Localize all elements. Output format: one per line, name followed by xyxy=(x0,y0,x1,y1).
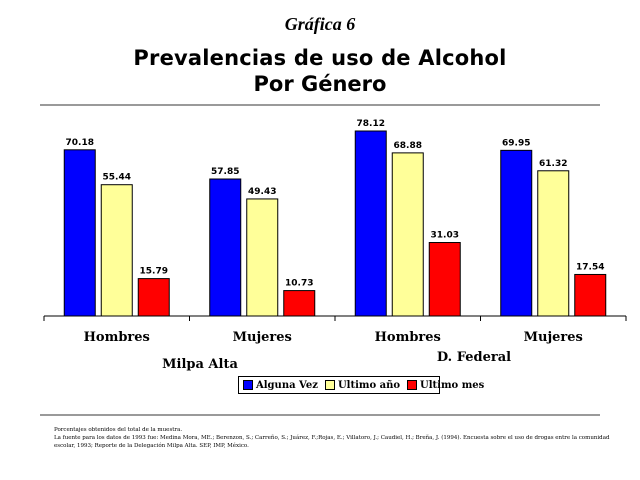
bar xyxy=(137,278,170,317)
data-label: 69.95 xyxy=(502,138,530,148)
category-label: Hombres xyxy=(84,330,150,345)
legend-item-ultimo-mes: Ultimo mes xyxy=(407,380,484,391)
bar xyxy=(63,149,96,317)
data-label: 49.43 xyxy=(248,187,276,197)
bar xyxy=(246,198,279,317)
footnote-line-2: La fuente para los datos de 1993 fue: Me… xyxy=(54,435,610,449)
data-label: 68.88 xyxy=(394,141,422,151)
bar xyxy=(500,149,533,317)
footnotes: Porcentajes obtenidos del total de la mu… xyxy=(54,426,614,450)
bar xyxy=(209,178,242,317)
bar xyxy=(537,170,570,317)
bar xyxy=(283,290,316,317)
category-label: Hombres xyxy=(375,330,441,345)
data-label: 15.79 xyxy=(140,267,168,277)
legend-swatch-alguna-vez xyxy=(243,380,253,390)
chart-title: Prevalencias de uso de Alcohol xyxy=(133,46,507,70)
group-label-milpa-alta: Milpa Alta xyxy=(162,357,238,372)
data-label: 31.03 xyxy=(431,231,459,241)
graph-number: Gráfica 6 xyxy=(284,14,356,34)
data-label: 10.73 xyxy=(285,279,313,289)
chart-subtitle: Por Género xyxy=(253,72,387,96)
category-label: Mujeres xyxy=(524,330,583,345)
group-label-d-federal: D. Federal xyxy=(437,350,511,365)
legend-label-ultimo-mes: Ultimo mes xyxy=(420,379,485,391)
data-label: 70.18 xyxy=(66,138,94,148)
data-label: 17.54 xyxy=(576,262,604,272)
top-rule xyxy=(40,104,600,106)
bar xyxy=(574,273,607,317)
legend: Alguna Vez Ultimo año Ultimo mes xyxy=(238,376,484,394)
legend-swatch-ultimo-mes xyxy=(407,380,418,390)
bar xyxy=(391,152,424,317)
legend-item-alguna-vez: Alguna Vez xyxy=(243,380,318,391)
data-label: 57.85 xyxy=(211,167,239,177)
category-label: Mujeres xyxy=(233,330,292,345)
legend-label-alguna-vez: Alguna Vez xyxy=(256,379,318,391)
bar xyxy=(100,184,133,317)
bar xyxy=(428,242,461,317)
data-label: 78.12 xyxy=(357,119,385,129)
legend-label-ultimo-ano: Ultimo año xyxy=(337,379,401,391)
data-label: 61.32 xyxy=(539,159,567,169)
data-label: 55.44 xyxy=(103,173,131,183)
bar xyxy=(354,130,387,317)
footnote-line-1: Porcentajes obtenidos del total de la mu… xyxy=(54,427,183,433)
bottom-rule xyxy=(40,414,600,416)
legend-item-ultimo-ano: Ultimo año xyxy=(324,379,401,391)
legend-swatch-ultimo-ano xyxy=(324,380,335,390)
